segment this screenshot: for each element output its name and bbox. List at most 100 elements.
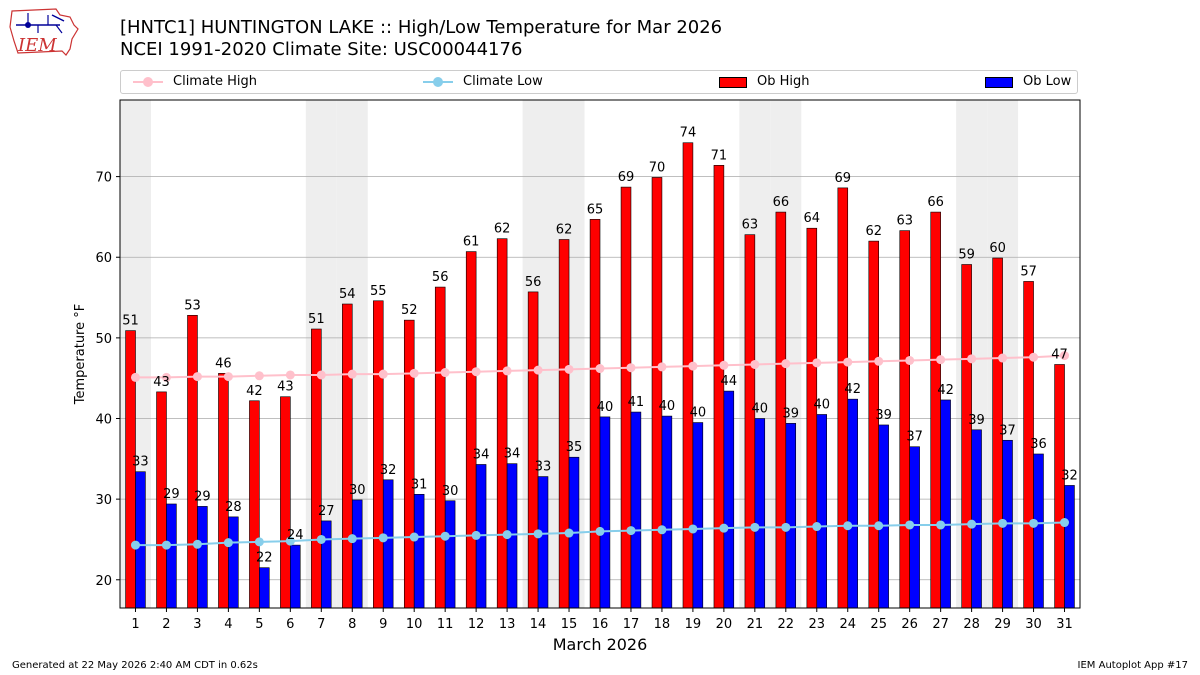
ob-high-bar-25 (868, 240, 880, 609)
climate-low-point-18 (657, 525, 667, 535)
ob-high-bar-29 (992, 257, 1003, 609)
x-tick-label-28: 28 (963, 617, 980, 632)
climate-low-point-2 (161, 540, 171, 550)
climate-high-point-23 (812, 358, 822, 368)
y-tick-label-50: 50 (95, 332, 112, 347)
weekend-band-1 (120, 100, 151, 608)
x-tick-label-19: 19 (685, 617, 702, 632)
ob-high-bar-27 (930, 211, 941, 609)
ob-high-label-18: 70 (649, 160, 666, 175)
climate-low-point-5 (254, 537, 264, 547)
climate-low-point-3 (192, 539, 202, 549)
ob-low-label-11: 30 (442, 484, 459, 499)
ob-high-label-25: 62 (865, 224, 882, 239)
ob-low-bar-4 (228, 516, 239, 609)
legend-label: Ob High (757, 74, 810, 89)
climate-high-point-16 (595, 364, 605, 374)
ob-low-label-26: 37 (906, 430, 923, 445)
legend-entry-climate-high: Climate High (133, 74, 257, 89)
weather-station-icon (16, 13, 65, 34)
climate-low-point-6 (285, 536, 295, 546)
climate-high-point-30 (1029, 352, 1039, 362)
ob-high-label-7: 51 (308, 312, 325, 327)
ob-low-bar-20 (723, 390, 735, 609)
climate-low-point-30 (1029, 518, 1039, 528)
ob-high-label-12: 61 (463, 235, 480, 250)
climate-high-point-6 (285, 370, 295, 380)
y-axis-label: Temperature °F (73, 304, 88, 405)
ob-high-label-2: 43 (153, 375, 170, 390)
climate-high-point-18 (657, 362, 667, 372)
ob-high-label-24: 69 (835, 171, 852, 186)
x-tick-label-27: 27 (932, 617, 949, 632)
ob-low-bar-16 (599, 416, 611, 609)
ob-high-bar-2 (156, 391, 167, 609)
ob-low-label-21: 40 (752, 402, 769, 417)
ob-low-label-6: 24 (287, 528, 304, 543)
ob-high-label-15: 62 (556, 222, 573, 237)
x-tick-label-10: 10 (406, 617, 423, 632)
chart-subtitle: NCEI 1991-2020 Climate Site: USC00044176 (120, 39, 523, 60)
ob-low-label-3: 29 (194, 489, 211, 504)
climate-low-point-28 (967, 519, 977, 529)
ob-low-label-5: 22 (256, 551, 273, 566)
ob-low-label-10: 31 (411, 477, 428, 492)
ob-low-label-4: 28 (225, 500, 242, 515)
x-tick-label-2: 2 (162, 617, 170, 632)
x-tick-label-14: 14 (530, 617, 547, 632)
ob-low-bar-22 (785, 423, 797, 609)
ob-high-label-9: 55 (370, 284, 387, 299)
ob-high-bar-3 (187, 314, 198, 609)
climate-high-point-19 (688, 361, 698, 371)
x-tick-label-5: 5 (255, 617, 263, 632)
ob-low-label-9: 32 (380, 463, 397, 478)
ob-low-bar-19 (692, 422, 704, 609)
climate-low-point-19 (688, 524, 698, 534)
ob-low-bar-14 (537, 476, 549, 609)
ob-low-label-17: 41 (628, 395, 645, 410)
climate-low-point-21 (750, 522, 760, 532)
climate-low-point-10 (409, 532, 419, 542)
climate-high-point-4 (223, 372, 233, 382)
y-tick-label-20: 20 (95, 574, 112, 589)
ob-high-bar-14 (527, 291, 539, 609)
ob-low-label-15: 35 (566, 440, 583, 455)
ob-low-bar-24 (847, 398, 858, 609)
ob-low-bar-7 (320, 520, 332, 609)
ob-low-label-16: 40 (597, 400, 614, 415)
ob-low-bar-17 (630, 411, 642, 609)
ob-low-label-7: 27 (318, 504, 335, 519)
x-tick-label-6: 6 (286, 617, 294, 632)
ob-high-bar-30 (1023, 281, 1034, 609)
climate-high-point-12 (471, 367, 481, 377)
ob-low-bar-28 (971, 429, 982, 609)
ob-low-bar-26 (909, 446, 920, 609)
x-tick-label-9: 9 (379, 617, 387, 632)
ob-high-label-13: 62 (494, 222, 511, 237)
climate-high-point-14 (533, 365, 543, 375)
x-tick-label-13: 13 (499, 617, 516, 632)
weekend-band-22 (770, 100, 802, 608)
ob-high-bar-6 (280, 396, 291, 609)
legend-box-icon (717, 75, 747, 89)
ob-high-bar-8 (342, 303, 353, 609)
ob-low-label-30: 36 (1030, 437, 1047, 452)
x-tick-label-17: 17 (623, 617, 640, 632)
climate-low-point-8 (347, 534, 357, 544)
legend-line-marker-icon (133, 75, 163, 89)
x-tick-label-1: 1 (131, 617, 139, 632)
ob-high-label-5: 42 (246, 384, 263, 399)
ob-high-label-8: 54 (339, 287, 356, 302)
climate-low-point-22 (781, 522, 791, 532)
ob-low-label-28: 39 (968, 413, 985, 428)
app-credit: IEM Autoplot App #17 (1077, 660, 1188, 671)
ob-low-label-23: 40 (813, 397, 830, 412)
legend-entry-climate-low: Climate Low (423, 74, 543, 89)
climate-low-point-11 (440, 531, 450, 541)
ob-high-bar-11 (434, 286, 446, 609)
ob-high-label-6: 43 (277, 380, 294, 395)
ob-high-bar-31 (1054, 364, 1065, 609)
ob-high-label-22: 66 (773, 195, 790, 210)
ob-high-bar-21 (744, 234, 756, 609)
